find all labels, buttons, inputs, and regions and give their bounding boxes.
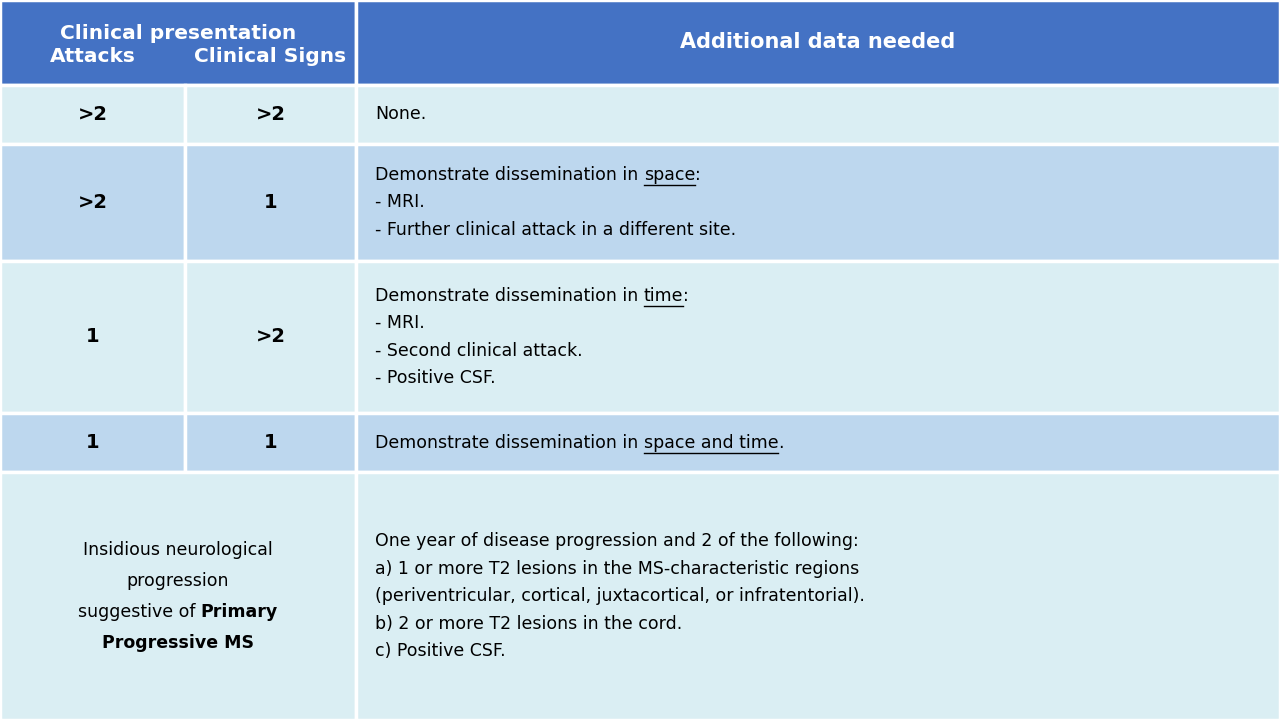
Text: 1: 1 — [264, 193, 278, 212]
Bar — [186, 85, 356, 144]
Bar — [0, 144, 186, 261]
Text: Attacks: Attacks — [50, 48, 136, 66]
Text: - MRI.: - MRI. — [375, 194, 425, 212]
Text: - Second clinical attack.: - Second clinical attack. — [375, 341, 582, 359]
Text: Insidious neurological: Insidious neurological — [83, 541, 273, 559]
Bar — [356, 85, 1280, 144]
Text: time: time — [644, 287, 684, 305]
Bar — [356, 413, 1280, 472]
Text: progression: progression — [127, 572, 229, 590]
Text: Demonstrate dissemination in: Demonstrate dissemination in — [375, 166, 644, 184]
Text: Demonstrate dissemination in: Demonstrate dissemination in — [375, 433, 644, 452]
Text: :: : — [684, 287, 689, 305]
Bar — [356, 144, 1280, 261]
Bar — [0, 0, 356, 85]
Text: >2: >2 — [256, 328, 285, 346]
Text: None.: None. — [375, 105, 426, 123]
Bar — [0, 85, 186, 144]
Bar — [356, 0, 1280, 85]
Text: 1: 1 — [86, 433, 100, 452]
Text: 1: 1 — [86, 328, 100, 346]
Text: Progressive MS: Progressive MS — [102, 634, 253, 652]
Text: One year of disease progression and 2 of the following:: One year of disease progression and 2 of… — [375, 532, 859, 550]
Text: >2: >2 — [78, 105, 108, 124]
Text: 1: 1 — [264, 433, 278, 452]
Text: Primary: Primary — [201, 603, 278, 621]
Text: a) 1 or more T2 lesions in the MS-characteristic regions: a) 1 or more T2 lesions in the MS-charac… — [375, 560, 859, 577]
Text: - Positive CSF.: - Positive CSF. — [375, 369, 495, 387]
Bar — [186, 413, 356, 472]
Text: - MRI.: - MRI. — [375, 314, 425, 333]
Text: space and time: space and time — [644, 433, 778, 452]
Text: Clinical presentation: Clinical presentation — [60, 24, 296, 42]
Bar — [186, 144, 356, 261]
Text: >2: >2 — [78, 193, 108, 212]
Bar — [0, 413, 186, 472]
Text: (periventricular, cortical, juxtacortical, or infratentorial).: (periventricular, cortical, juxtacortica… — [375, 587, 865, 605]
Bar — [356, 472, 1280, 720]
Text: space: space — [644, 166, 695, 184]
Bar — [0, 472, 356, 720]
Text: suggestive of: suggestive of — [78, 603, 201, 621]
Text: c) Positive CSF.: c) Positive CSF. — [375, 642, 506, 660]
Text: >2: >2 — [256, 105, 285, 124]
Bar — [186, 261, 356, 413]
Text: - Further clinical attack in a different site.: - Further clinical attack in a different… — [375, 220, 736, 238]
Text: b) 2 or more T2 lesions in the cord.: b) 2 or more T2 lesions in the cord. — [375, 614, 682, 632]
Bar — [0, 261, 186, 413]
Text: Additional data needed: Additional data needed — [680, 32, 956, 53]
Text: Demonstrate dissemination in: Demonstrate dissemination in — [375, 287, 644, 305]
Text: :: : — [695, 166, 701, 184]
Text: .: . — [778, 433, 783, 452]
Bar — [356, 261, 1280, 413]
Text: Clinical Signs: Clinical Signs — [195, 48, 347, 66]
